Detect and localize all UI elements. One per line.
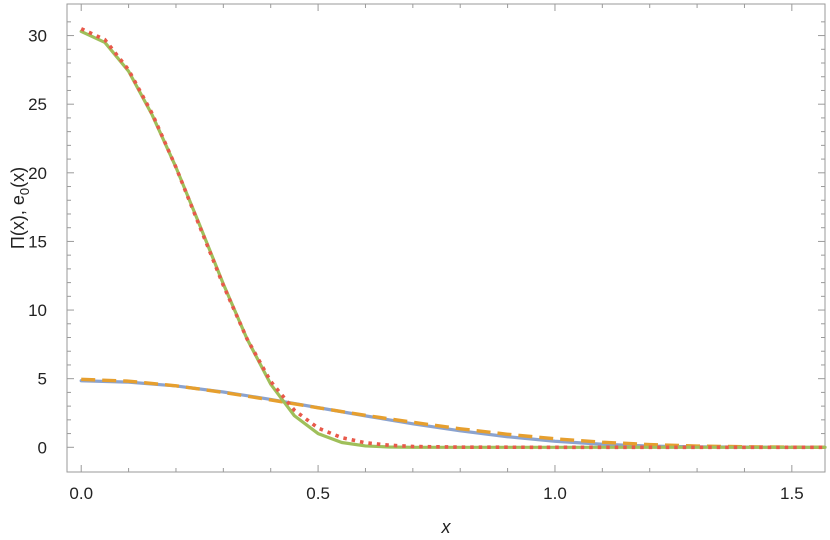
x-tick-label: 1.5 — [780, 484, 804, 503]
x-tick-label: 1.0 — [543, 484, 567, 503]
plot-frame — [66, 3, 826, 473]
ticks: 0.0 0.5 1.0 1.5 0 5 10 15 20 25 30 — [28, 4, 825, 503]
series-line-1 — [79, 379, 827, 449]
y-tick-label: 30 — [28, 27, 47, 46]
y-tick-label: 5 — [38, 370, 47, 389]
y-axis-label: Π(x), e0(x) — [8, 167, 32, 249]
y-tick-label: 15 — [28, 232, 47, 251]
y-tick-label: 0 — [38, 438, 47, 457]
x-tick-label: 0.0 — [69, 484, 93, 503]
y-tick-label: 25 — [28, 95, 47, 114]
series-line-3 — [79, 29, 827, 449]
x-tick-label: 0.5 — [306, 484, 330, 503]
y-tick-label: 20 — [28, 164, 47, 183]
y-tick-label: 10 — [28, 301, 47, 320]
x-axis-label: x — [441, 517, 452, 537]
series-line-2 — [81, 377, 826, 449]
series-layer — [79, 27, 827, 450]
series-line-4 — [80, 27, 825, 450]
